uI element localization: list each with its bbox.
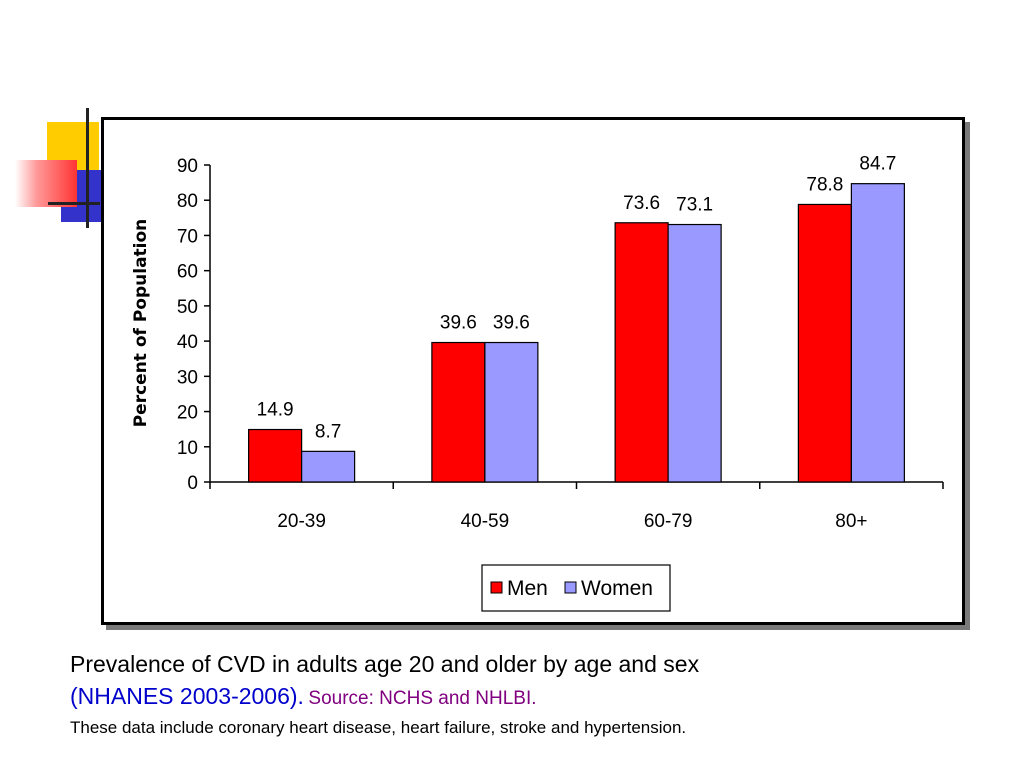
y-tick-label: 10 bbox=[177, 438, 198, 459]
value-labels: 14.9 8.7 39.6 39.6 73.6 73.1 78.8 84.7 bbox=[257, 154, 897, 443]
y-tick-label: 20 bbox=[177, 403, 198, 424]
y-axis: 0 10 20 30 40 50 60 70 80 90 bbox=[177, 156, 211, 494]
x-tick-label: 80+ bbox=[835, 511, 867, 532]
x-tick-label: 60-79 bbox=[644, 511, 693, 532]
x-tick-label: 40-59 bbox=[461, 511, 510, 532]
bar-women bbox=[667, 223, 722, 483]
bars bbox=[248, 183, 905, 483]
value-label: 39.6 bbox=[493, 313, 530, 334]
value-label: 39.6 bbox=[440, 313, 477, 334]
y-tick-label: 60 bbox=[177, 262, 198, 283]
value-label: 73.1 bbox=[676, 195, 713, 216]
y-tick-label: 40 bbox=[177, 332, 198, 353]
y-tick-label: 50 bbox=[177, 297, 198, 318]
legend: Men Women bbox=[481, 564, 671, 612]
caption-survey: (NHANES 2003-2006). bbox=[70, 683, 304, 709]
bar-men bbox=[797, 203, 852, 483]
decor-vertical-line bbox=[86, 108, 89, 228]
legend-swatch-men bbox=[490, 581, 503, 594]
caption: Prevalence of CVD in adults age 20 and o… bbox=[70, 648, 990, 740]
decor-horizontal-line bbox=[48, 202, 100, 205]
bar-men bbox=[431, 341, 486, 483]
legend-label-men: Men bbox=[507, 577, 548, 600]
y-tick-label: 90 bbox=[177, 156, 198, 177]
bar-chart: 0 10 20 30 40 50 60 70 80 90 20-39 40-59 60-79 80+ 1… bbox=[131, 154, 944, 612]
caption-note: These data include coronary heart diseas… bbox=[70, 718, 687, 737]
legend-label-women: Women bbox=[581, 577, 653, 600]
decor-red-gradient-bar bbox=[15, 160, 77, 207]
value-label: 14.9 bbox=[257, 400, 294, 421]
x-axis: 20-39 40-59 60-79 80+ bbox=[209, 481, 944, 532]
y-tick-label: 70 bbox=[177, 226, 198, 247]
caption-source-line: (NHANES 2003-2006). Source: NCHS and NHL… bbox=[70, 680, 990, 716]
value-label: 73.6 bbox=[623, 193, 660, 214]
y-tick-label: 30 bbox=[177, 367, 198, 388]
y-tick-label: 0 bbox=[187, 473, 198, 494]
value-label: 84.7 bbox=[859, 154, 896, 175]
caption-source: Source: NCHS and NHLBI. bbox=[308, 688, 537, 709]
value-label: 8.7 bbox=[315, 421, 341, 442]
legend-swatch-women bbox=[564, 581, 577, 594]
chart-frame: 0 10 20 30 40 50 60 70 80 90 20-39 40-59 60-79 80+ 1… bbox=[101, 117, 965, 625]
x-tick-label: 20-39 bbox=[277, 511, 326, 532]
bar-women bbox=[484, 341, 539, 483]
caption-title: Prevalence of CVD in adults age 20 and o… bbox=[70, 651, 700, 677]
bar-men bbox=[248, 428, 303, 483]
bar-men bbox=[614, 222, 669, 483]
bar-women bbox=[850, 183, 905, 483]
bar-women bbox=[301, 450, 356, 483]
y-tick-label: 80 bbox=[177, 191, 198, 212]
value-label: 78.8 bbox=[806, 174, 843, 195]
y-axis-title: Percent of Population bbox=[131, 219, 151, 428]
